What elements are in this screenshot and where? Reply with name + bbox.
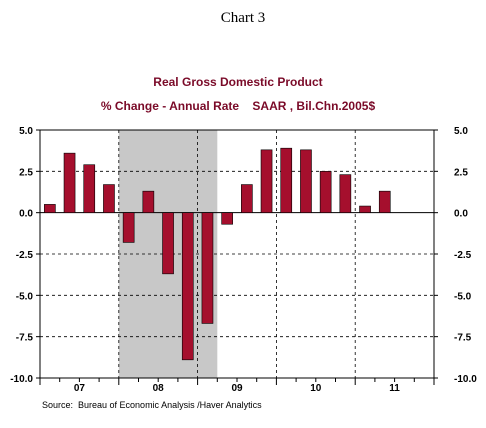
bar [142, 190, 155, 213]
bar [378, 190, 391, 213]
ytick-label-left: -7.5 [16, 333, 34, 344]
ytick-label-left: -2.5 [16, 250, 34, 261]
ytick-label-left: 0.0 [19, 209, 33, 220]
bar [162, 212, 174, 275]
bar [201, 212, 214, 324]
bar [241, 184, 253, 213]
plot-frame [39, 129, 435, 379]
ytick-label-left: -10.0 [10, 374, 33, 385]
bar [83, 164, 96, 213]
bar [122, 212, 135, 243]
bar [319, 171, 332, 213]
ytick-label-right: -10.0 [454, 374, 477, 385]
ytick-label-left: 2.5 [19, 167, 33, 178]
bar [260, 149, 273, 213]
xtick-label: 09 [231, 383, 243, 394]
bar [221, 212, 233, 225]
bar [44, 204, 56, 213]
xtick-label: 10 [310, 383, 322, 394]
ytick-label-right: -5.0 [454, 291, 472, 302]
bar [103, 184, 115, 213]
bar [181, 212, 194, 361]
xtick-label: 07 [74, 383, 86, 394]
bar [63, 152, 76, 213]
xtick-label: 08 [153, 383, 165, 394]
ytick-label-right: -7.5 [454, 333, 472, 344]
bar [280, 147, 293, 213]
bar [300, 149, 312, 213]
page-title: Chart 3 [220, 10, 266, 26]
chart-source: Source: Bureau of Economic Analysis /Hav… [42, 400, 262, 410]
ytick-label-left: -5.0 [16, 291, 34, 302]
ytick-label-left: 5.0 [19, 126, 33, 137]
xtick-label: 11 [389, 383, 400, 394]
ytick-label-right: 0.0 [454, 209, 468, 220]
bar [339, 174, 352, 213]
bar [359, 205, 371, 213]
ytick-label-right: 5.0 [454, 126, 468, 137]
ytick-label-right: 2.5 [454, 167, 468, 178]
chart-subtitle: % Change - Annual Rate SAAR , Bil.Chn.20… [101, 99, 376, 113]
ytick-label-right: -2.5 [454, 250, 472, 261]
chart-title: Real Gross Domestic Product [153, 75, 322, 89]
